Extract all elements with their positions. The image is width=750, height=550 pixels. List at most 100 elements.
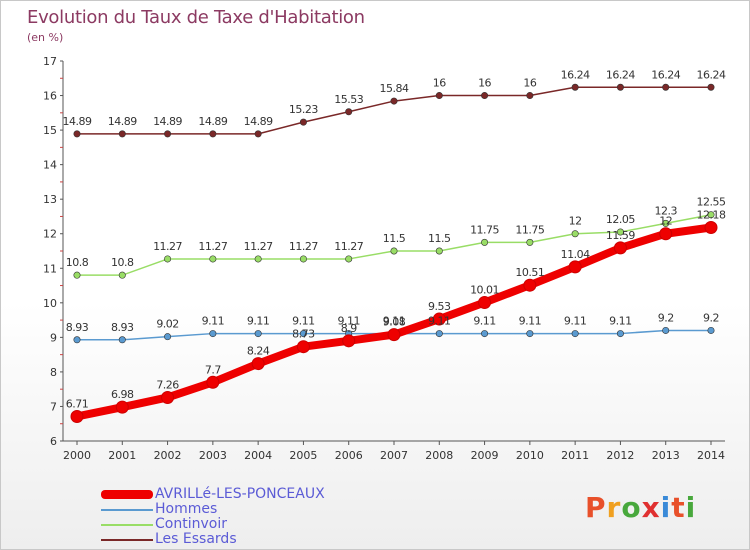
data-point xyxy=(432,312,446,326)
data-point xyxy=(435,330,443,338)
data-point xyxy=(299,255,307,263)
data-label: 11.27 xyxy=(334,240,363,253)
data-label: 14.89 xyxy=(244,115,273,128)
logo-letter: o xyxy=(621,491,642,524)
y-tick-label: 8 xyxy=(50,366,57,379)
data-label: 8.73 xyxy=(292,328,315,341)
data-point xyxy=(616,228,624,236)
data-label: 11.5 xyxy=(383,232,406,245)
data-point xyxy=(206,375,220,389)
data-point xyxy=(254,330,262,338)
data-label: 11.5 xyxy=(428,232,451,245)
data-label: 11.27 xyxy=(153,240,182,253)
data-point xyxy=(613,241,627,255)
data-label: 10.01 xyxy=(470,283,499,296)
x-tick-label: 2007 xyxy=(380,449,408,462)
data-point xyxy=(662,326,670,334)
data-point xyxy=(390,97,398,105)
data-label: 16.24 xyxy=(606,68,635,81)
data-label: 11.59 xyxy=(606,229,635,242)
data-point xyxy=(70,409,84,423)
data-label: 11.04 xyxy=(561,248,590,261)
data-label: 12.18 xyxy=(697,209,726,222)
data-label: 16 xyxy=(433,77,446,90)
data-label: 8.93 xyxy=(66,321,89,334)
legend-swatch-continvoir xyxy=(101,524,153,526)
data-point xyxy=(435,247,443,255)
data-point xyxy=(73,271,81,279)
logo-letter: i xyxy=(660,491,672,524)
logo-letter: r xyxy=(606,491,622,524)
y-tick-label: 13 xyxy=(43,193,57,206)
logo-letter: t xyxy=(671,491,686,524)
data-point xyxy=(481,330,489,338)
data-point xyxy=(209,330,217,338)
data-point xyxy=(526,330,534,338)
legend-swatch-hommes xyxy=(101,509,153,511)
data-label: 12.3 xyxy=(654,204,677,217)
legend-label-avrille: AVRILLé-LES-PONCEAUX xyxy=(155,486,325,502)
data-point xyxy=(568,260,582,274)
data-label: 9.11 xyxy=(609,315,632,328)
y-tick-label: 6 xyxy=(50,435,57,448)
data-label: 9.02 xyxy=(156,318,179,331)
data-point xyxy=(481,238,489,246)
data-label: 11.75 xyxy=(515,223,544,236)
y-tick-label: 9 xyxy=(50,331,57,344)
data-label: 15.84 xyxy=(380,82,409,95)
data-label: 14.89 xyxy=(153,115,182,128)
legend-label-hommes: Hommes xyxy=(155,501,218,517)
data-label: 9.11 xyxy=(428,315,451,328)
data-point xyxy=(662,219,670,227)
y-tick-label: 12 xyxy=(43,228,57,241)
data-label: 15.53 xyxy=(334,93,363,106)
x-tick-label: 2014 xyxy=(697,449,725,462)
data-point xyxy=(481,92,489,100)
data-label: 9.53 xyxy=(428,300,451,313)
data-point xyxy=(478,295,492,309)
logo-letter: P xyxy=(585,491,607,524)
data-point xyxy=(571,83,579,91)
data-point xyxy=(571,230,579,238)
data-label: 7.7 xyxy=(205,363,221,376)
data-point xyxy=(164,130,172,138)
y-tick-label: 11 xyxy=(43,262,57,275)
x-tick-label: 2000 xyxy=(63,449,91,462)
data-point xyxy=(387,328,401,342)
data-label: 6.98 xyxy=(111,388,134,401)
data-label: 16.24 xyxy=(651,68,680,81)
data-label: 9.11 xyxy=(202,315,225,328)
x-tick-label: 2002 xyxy=(154,449,182,462)
data-label: 14.89 xyxy=(198,115,227,128)
data-point xyxy=(251,357,265,371)
data-label: 12 xyxy=(659,215,672,228)
data-point xyxy=(73,130,81,138)
x-tick-label: 2001 xyxy=(108,449,136,462)
data-point xyxy=(704,221,718,235)
x-tick-label: 2009 xyxy=(471,449,499,462)
data-point xyxy=(345,108,353,116)
chart-title: Evolution du Taux de Taxe d'Habitation xyxy=(27,7,365,28)
data-label: 14.89 xyxy=(108,115,137,128)
data-point xyxy=(707,83,715,91)
data-label: 16 xyxy=(478,77,491,90)
x-tick-label: 2004 xyxy=(244,449,272,462)
data-point xyxy=(342,334,356,348)
data-label: 16 xyxy=(523,77,536,90)
chart-subtitle: (en %) xyxy=(27,31,64,44)
data-point xyxy=(707,326,715,334)
data-point xyxy=(254,130,262,138)
data-point xyxy=(115,400,129,414)
data-label: 8.24 xyxy=(247,345,270,358)
data-point xyxy=(209,255,217,263)
data-label: 11.27 xyxy=(289,240,318,253)
x-tick-label: 2010 xyxy=(516,449,544,462)
data-point xyxy=(164,255,172,263)
data-label: 9.11 xyxy=(337,315,360,328)
data-point xyxy=(435,92,443,100)
data-label: 9.11 xyxy=(292,315,315,328)
y-tick-label: 16 xyxy=(43,90,57,103)
x-tick-label: 2003 xyxy=(199,449,227,462)
data-label: 12.05 xyxy=(606,213,635,226)
x-tick-label: 2013 xyxy=(652,449,680,462)
